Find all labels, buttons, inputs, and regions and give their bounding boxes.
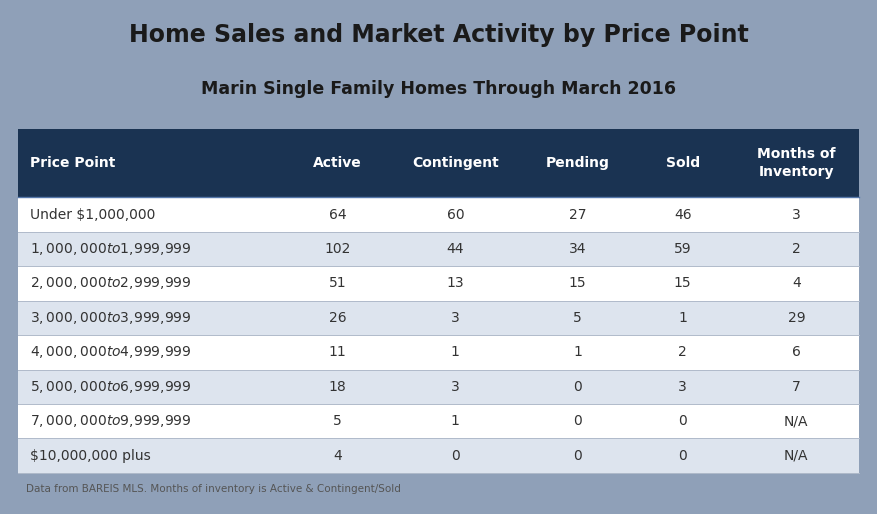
Text: 59: 59 — [674, 242, 691, 256]
Text: $3,000,000 to $3,999,999: $3,000,000 to $3,999,999 — [30, 310, 192, 326]
Text: $10,000,000 plus: $10,000,000 plus — [30, 449, 151, 463]
Text: 3: 3 — [678, 380, 687, 394]
Text: 7: 7 — [792, 380, 801, 394]
Text: 27: 27 — [568, 208, 586, 222]
Bar — [18, 404, 859, 438]
Text: 51: 51 — [329, 277, 346, 290]
Text: Data from BAREIS MLS. Months of inventory is Active & Contingent/Sold: Data from BAREIS MLS. Months of inventor… — [26, 484, 401, 494]
Text: 2: 2 — [792, 242, 801, 256]
Text: 60: 60 — [446, 208, 464, 222]
Text: 0: 0 — [573, 449, 581, 463]
Text: 0: 0 — [573, 380, 581, 394]
Text: Under $1,000,000: Under $1,000,000 — [30, 208, 155, 222]
Text: 64: 64 — [329, 208, 346, 222]
Text: 3: 3 — [451, 380, 460, 394]
Text: 1: 1 — [573, 345, 581, 359]
Bar — [18, 438, 859, 473]
Text: 13: 13 — [446, 277, 464, 290]
Text: Active: Active — [313, 156, 362, 170]
Text: $2,000,000 to $2,999,999: $2,000,000 to $2,999,999 — [30, 276, 192, 291]
Text: 1: 1 — [451, 345, 460, 359]
Text: 4: 4 — [333, 449, 342, 463]
Text: $1,000,000 to $1,999,999: $1,000,000 to $1,999,999 — [30, 241, 192, 257]
Bar — [18, 232, 859, 266]
Text: N/A: N/A — [784, 449, 809, 463]
Text: $5,000,000 to $6,999,999: $5,000,000 to $6,999,999 — [30, 379, 192, 395]
Text: Sold: Sold — [666, 156, 700, 170]
Text: $4,000,000 to $4,999,999: $4,000,000 to $4,999,999 — [30, 344, 192, 360]
Text: 15: 15 — [568, 277, 586, 290]
Text: $7,000,000 to $9,999,999: $7,000,000 to $9,999,999 — [30, 413, 192, 429]
Bar — [18, 128, 859, 197]
Text: 4: 4 — [792, 277, 801, 290]
Text: 18: 18 — [329, 380, 346, 394]
Text: 0: 0 — [451, 449, 460, 463]
Bar — [18, 301, 859, 335]
Text: N/A: N/A — [784, 414, 809, 428]
Bar — [18, 197, 859, 232]
Text: 0: 0 — [678, 449, 687, 463]
Text: 46: 46 — [674, 208, 691, 222]
Text: 1: 1 — [678, 311, 687, 325]
Text: Home Sales and Market Activity by Price Point: Home Sales and Market Activity by Price … — [129, 23, 748, 47]
Text: 1: 1 — [451, 414, 460, 428]
Text: Months of
Inventory: Months of Inventory — [757, 146, 836, 179]
Text: 102: 102 — [324, 242, 351, 256]
Text: 5: 5 — [573, 311, 581, 325]
Text: Pending: Pending — [545, 156, 610, 170]
Text: 3: 3 — [792, 208, 801, 222]
Text: 5: 5 — [333, 414, 342, 428]
Text: 44: 44 — [446, 242, 464, 256]
Text: Price Point: Price Point — [30, 156, 116, 170]
Text: 34: 34 — [568, 242, 586, 256]
Text: 29: 29 — [788, 311, 805, 325]
Text: 2: 2 — [678, 345, 687, 359]
Text: 26: 26 — [329, 311, 346, 325]
Text: 6: 6 — [792, 345, 801, 359]
Bar — [18, 335, 859, 370]
Bar — [18, 266, 859, 301]
Bar — [18, 370, 859, 404]
Text: Marin Single Family Homes Through March 2016: Marin Single Family Homes Through March … — [201, 80, 676, 98]
Text: 0: 0 — [573, 414, 581, 428]
Text: 15: 15 — [674, 277, 691, 290]
Text: 3: 3 — [451, 311, 460, 325]
Text: Contingent: Contingent — [412, 156, 499, 170]
Text: 11: 11 — [329, 345, 346, 359]
Text: 0: 0 — [678, 414, 687, 428]
